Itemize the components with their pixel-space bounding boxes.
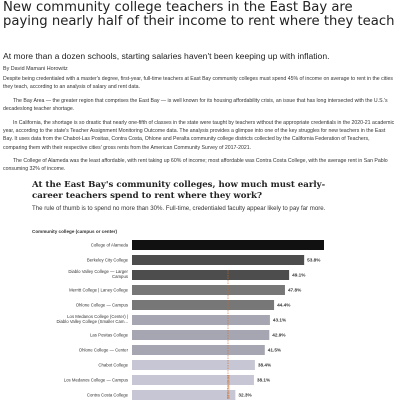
article-paragraph: In California, the shortage is so drasti… [3, 120, 395, 151]
bar [132, 360, 255, 370]
article-dek: At more than a dozen schools, starting s… [3, 51, 330, 61]
value-label: 32.3% [238, 393, 252, 398]
bar-chart: College of Alameda Berkeley City College 5… [56, 240, 324, 400]
category-label: Ohlone College — Center [79, 348, 129, 353]
chart-title: At the East Bay's community colleges, ho… [32, 180, 326, 201]
category-label: Contra Costa College [87, 393, 129, 398]
bar [132, 330, 270, 340]
category-label: Ohlone College — Campus [76, 303, 128, 308]
bar [132, 270, 290, 280]
bar [132, 285, 285, 295]
bar [132, 375, 254, 385]
article-paragraph: The College of Alameda was the least aff… [3, 158, 388, 173]
category-label: Merritt College | Laney College [69, 288, 129, 293]
category-label: Diablo Valley College — Larger [68, 269, 128, 274]
category-label: Campus [112, 274, 128, 279]
article-byline: By David Mamani Horowitz [3, 66, 68, 72]
article-paragraph: The Bay Area — the greater region that c… [3, 98, 388, 113]
category-label: Diablo Valley College (Smaller Cam... [56, 319, 128, 324]
value-label: 44.4% [277, 303, 291, 308]
value-label: 42.9% [272, 333, 286, 338]
chart-axis-title: Community college (campus or center) [32, 229, 118, 234]
value-label: 47.8% [288, 288, 302, 293]
category-label: Chabot College [98, 363, 128, 368]
value-label: 38.4% [258, 363, 272, 368]
bar [132, 240, 324, 250]
chart-subtitle: The rule of thumb is to spend no more th… [32, 205, 326, 212]
bar [132, 300, 275, 310]
article-headline: New community college teachers in the Ea… [3, 0, 395, 29]
value-label: 41.5% [268, 348, 282, 353]
category-label: Las Positas College [90, 333, 129, 338]
value-label: 49.1% [292, 273, 306, 278]
value-label: 38.1% [257, 378, 271, 383]
category-label: Berkeley City College [87, 258, 129, 263]
category-label: Los Medanos College (Center) | [67, 314, 128, 319]
bar [132, 345, 265, 355]
article-paragraph: Despite being credentialed with a master… [3, 76, 393, 91]
bar [132, 390, 236, 400]
value-label: 53.8% [307, 258, 321, 263]
category-label: College of Alameda [91, 243, 129, 248]
category-label: Los Medanos College — Campus [64, 378, 128, 383]
bar [132, 255, 305, 265]
value-label: 43.1% [273, 318, 287, 323]
reference-line-label: 30% threshold [227, 375, 231, 399]
bar [132, 315, 270, 325]
